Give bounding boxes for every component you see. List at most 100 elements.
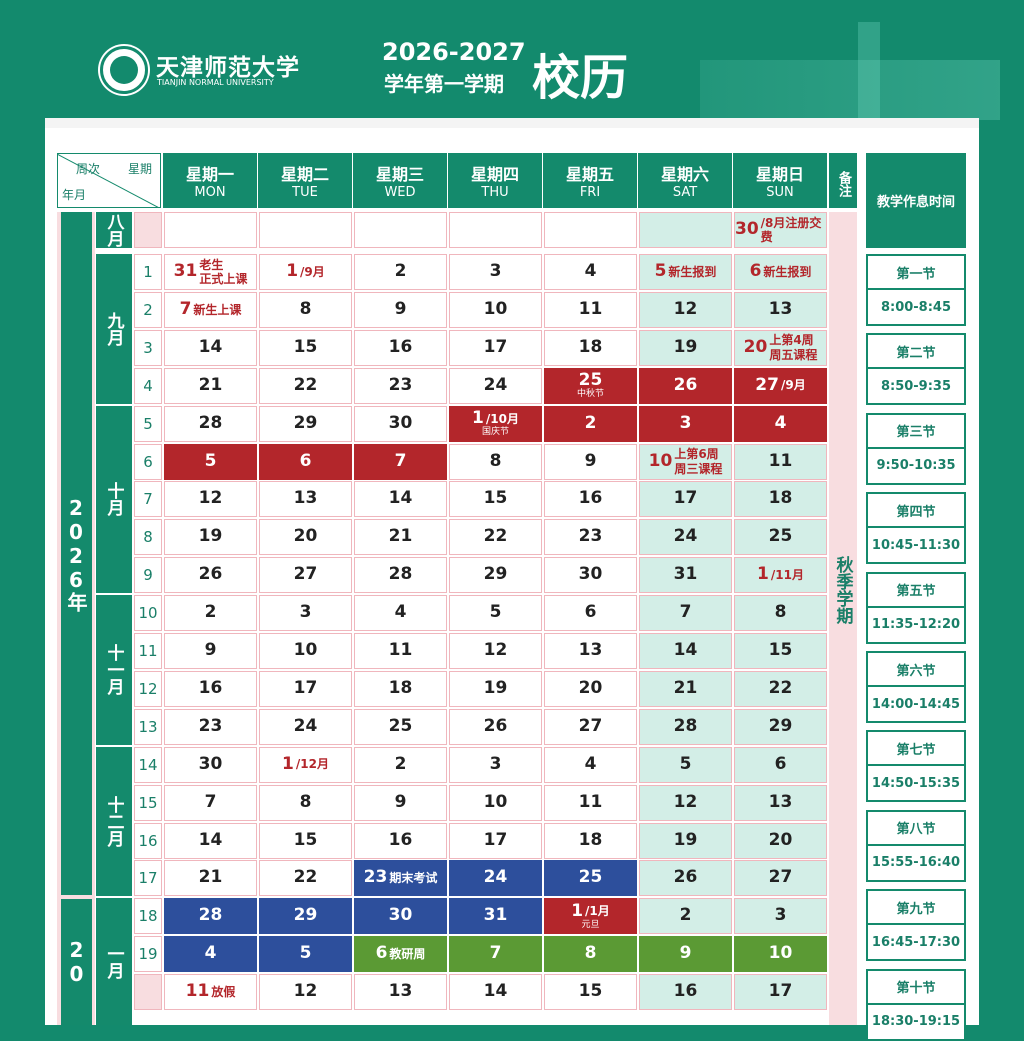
day-cell: 19	[164, 519, 257, 556]
day-cell: 11	[354, 633, 447, 669]
day-cell	[164, 212, 257, 248]
day-line: 6 教研周	[376, 944, 426, 963]
day-cell: 25 中秋节	[544, 367, 637, 404]
day-line: 4	[205, 944, 217, 963]
day-cell: 8	[734, 595, 827, 632]
day-cell: 24	[639, 519, 732, 556]
day-cell: 9	[639, 936, 732, 973]
day-cell	[259, 212, 352, 248]
week-cell: 9	[134, 557, 162, 594]
day-cell: 21	[164, 860, 257, 897]
day-number: 11	[185, 981, 210, 1002]
day-cell: 8	[449, 443, 542, 480]
day-cell: 22	[259, 367, 352, 404]
day-cell: 30	[544, 557, 637, 594]
day-cell: 29	[259, 405, 352, 442]
day-cell: 23 期末考试	[354, 860, 447, 897]
day-line: 1/11月	[757, 565, 804, 584]
week-cell: 14	[134, 746, 162, 783]
day-sub: 中秋节	[576, 388, 604, 399]
day-cell: 10	[449, 784, 542, 821]
period-box: 第十节 18:30-19:15	[866, 968, 966, 1041]
period-time: 8:50-9:35	[880, 378, 952, 394]
school-name-en: TIANJIN NORMAL UNIVERSITY	[157, 78, 274, 87]
day-cell: 17	[639, 481, 732, 518]
day-cell: 15	[544, 974, 637, 1011]
day-cell: 19	[639, 822, 732, 859]
week-cell: 12	[134, 670, 162, 707]
day-cell: 23	[164, 708, 257, 745]
day-cell: 14	[164, 329, 257, 366]
day-number: 24	[483, 867, 508, 888]
day-number: 8	[584, 943, 597, 964]
period-box: 第五节 11:35-12:20	[866, 571, 966, 644]
period-time: 16:45-17:30	[871, 934, 961, 950]
day-cell	[544, 212, 637, 248]
panel-top-strip	[45, 118, 979, 128]
day-number: 29	[293, 905, 318, 926]
period-box: 第二节 8:50-9:35	[866, 333, 966, 406]
day-line: 28	[199, 907, 223, 925]
day-line: 27/9月	[755, 376, 806, 395]
day-cell: 21	[164, 367, 257, 404]
period-box: 第八节 15:55-16:40	[866, 809, 966, 882]
day-cell: 27	[734, 860, 827, 897]
weekday-cn: 星期日	[755, 165, 804, 184]
day-cell: 18	[544, 822, 637, 859]
day-number: 6	[299, 450, 312, 471]
day-cell: 9	[354, 291, 447, 328]
day-cell: 5	[259, 936, 352, 973]
day-cell: 12	[259, 974, 352, 1011]
day-cell: 20	[734, 822, 827, 859]
day-cell: 19	[639, 329, 732, 366]
day-number: 1	[472, 407, 484, 428]
day-cell: 1/12月	[259, 746, 352, 783]
day-cell: 30	[354, 898, 447, 935]
week-cell: 13	[134, 708, 162, 745]
day-number: 10	[768, 943, 793, 964]
day-cell: 24	[259, 708, 352, 745]
week-cell: 19	[134, 936, 162, 973]
day-line: 2	[584, 412, 597, 433]
day-cell: 30/8月注册交费	[734, 212, 827, 248]
day-line: 8	[584, 943, 597, 964]
day-number: 2	[584, 412, 597, 433]
period-name: 第九节	[868, 891, 964, 926]
period-name: 第四节	[868, 494, 964, 529]
day-number: 7	[489, 943, 502, 964]
day-cell: 24	[449, 860, 542, 897]
day-cell: 31	[449, 898, 542, 935]
period-box: 第七节 14:50-15:35	[866, 730, 966, 803]
day-line: 25	[579, 371, 603, 390]
day-cell: 20 上第4周 周五课程	[734, 329, 827, 366]
day-cell: 11	[544, 291, 637, 328]
weekday-header: 星期二 TUE	[258, 153, 352, 208]
day-cell: 11	[734, 443, 827, 480]
day-cell: 25	[734, 519, 827, 556]
week-cell: 4	[134, 367, 162, 404]
day-cell: 4	[544, 254, 637, 290]
day-cell: 3	[449, 254, 542, 290]
day-note: /9月	[780, 378, 806, 393]
day-cell: 14	[639, 633, 732, 669]
day-line: 1/1月	[571, 902, 610, 921]
tower-deco	[858, 22, 880, 118]
period-name: 第二节	[868, 335, 964, 370]
weekday-en: MON	[194, 185, 226, 200]
day-cell: 29	[449, 557, 542, 594]
day-number: 5	[654, 261, 667, 282]
day-number: 5	[299, 943, 312, 964]
day-cell: 10 上第6周 周三课程	[639, 443, 732, 480]
day-note: 新生上课	[193, 302, 242, 317]
weekday-en: SUN	[766, 185, 794, 200]
term-label: 秋季学期	[832, 556, 853, 624]
day-cell: 21	[639, 670, 732, 707]
day-cell: 2	[164, 595, 257, 632]
day-cell: 5	[164, 443, 257, 480]
weekday-cn: 星期三	[375, 165, 424, 184]
day-cell: 27/9月	[734, 367, 827, 404]
day-cell: 7	[449, 936, 542, 973]
day-note: 新生报到	[763, 264, 812, 279]
day-cell: 12	[639, 291, 732, 328]
